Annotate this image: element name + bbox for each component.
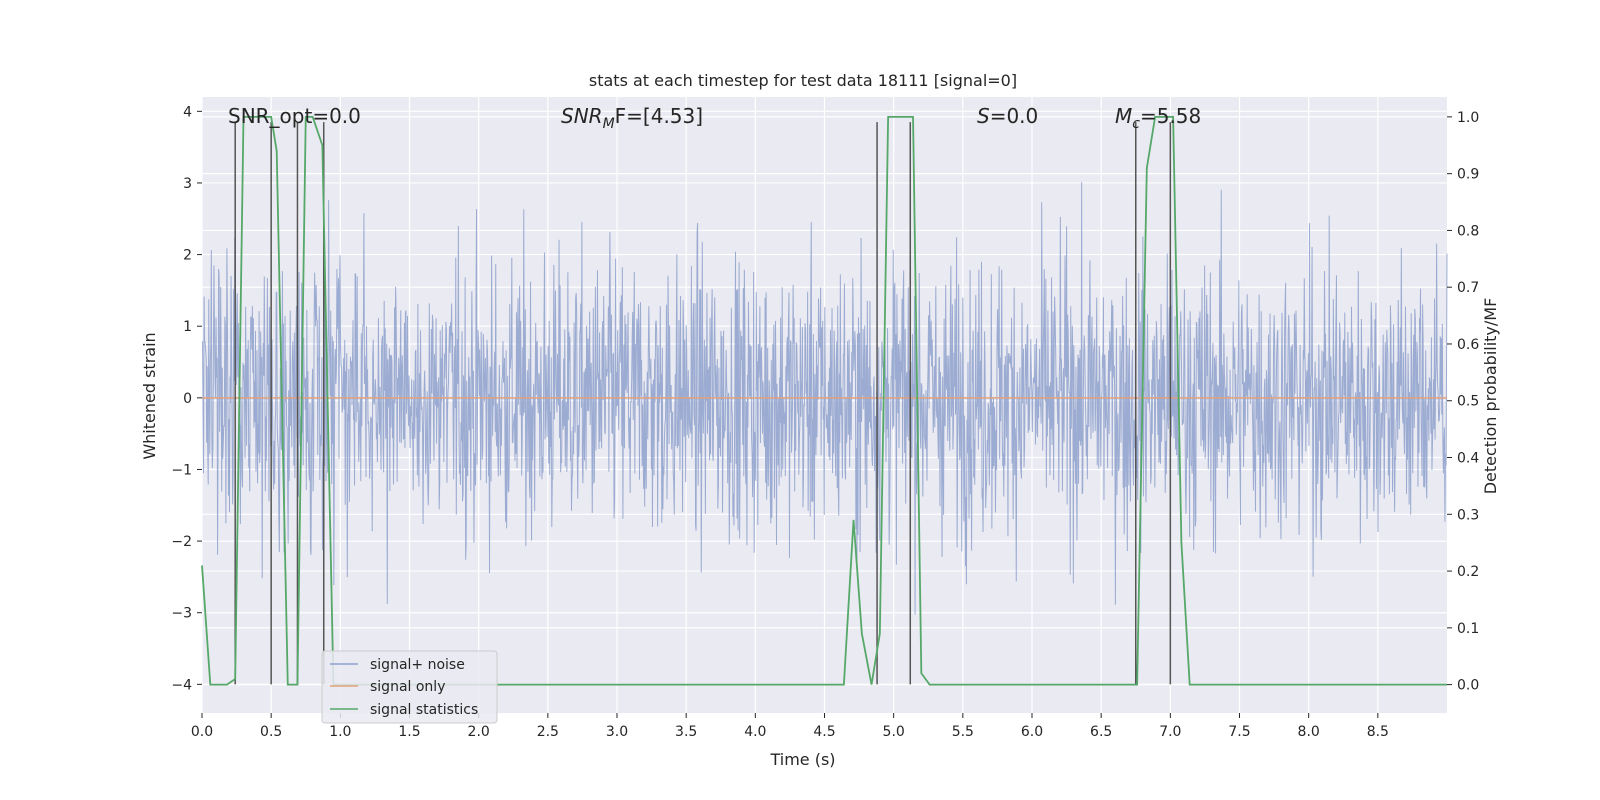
y-right-tick-label: 0.9 — [1457, 167, 1479, 183]
x-tick-label: 6.5 — [1090, 724, 1112, 740]
y-tick-label: −4 — [171, 677, 192, 693]
legend-label-signal-plus-noise: signal+ noise — [370, 657, 465, 673]
y-right-tick-label: 0.4 — [1457, 451, 1479, 467]
y-tick-label: −3 — [171, 606, 192, 622]
y-axis-right-label: Detection probability/MF — [1481, 298, 1500, 495]
annotation-snr-opt: SNR_opt=0.0 — [228, 104, 361, 128]
annotation-mc-main: M — [1115, 104, 1132, 128]
annotation-mc: Mc=5.58 — [1115, 104, 1201, 132]
x-tick-label: 4.5 — [813, 724, 835, 740]
annotation-snr-mf: SNRMF=[4.53] — [561, 104, 703, 132]
y-tick-label: −1 — [171, 462, 192, 478]
annotation-mc-rest: =5.58 — [1140, 104, 1201, 128]
x-tick-label: 1.5 — [398, 724, 420, 740]
x-tick-label: 3.0 — [606, 724, 628, 740]
x-tick-label: 8.5 — [1367, 724, 1389, 740]
y-right-tick-label: 1.0 — [1457, 110, 1479, 126]
y-tick-label: 2 — [183, 248, 192, 264]
y-right-tick-label: 0.0 — [1457, 678, 1479, 694]
statistics-line — [201, 115, 1447, 686]
x-tick-label: 6.0 — [1021, 724, 1043, 740]
annotation-s-rest: =0.0 — [990, 104, 1039, 128]
x-tick-label: 1.0 — [329, 724, 351, 740]
noise-trace — [201, 182, 1448, 615]
y-right-tick-label: 0.2 — [1457, 564, 1479, 580]
y-tick-label: 4 — [183, 104, 192, 120]
chart-title: stats at each timestep for test data 181… — [589, 71, 1017, 90]
x-tick-label: 5.0 — [883, 724, 905, 740]
x-tick-label: 2.0 — [468, 724, 490, 740]
y-tick-label: −2 — [171, 534, 192, 550]
annotation-snr-mf-main: SNR — [561, 104, 603, 128]
y-right-tick-label: 0.7 — [1457, 280, 1479, 296]
x-tick-label: 5.5 — [952, 724, 974, 740]
legend-box — [321, 650, 498, 724]
x-axis-label: Time (s) — [769, 750, 835, 769]
series-signal-statistics — [201, 115, 1447, 686]
tick-labels: 0.0 0.5 1.0 1.5 2.0 2.5 3.0 3.5 4.0 4.5 5.0 5.5 6.0 6… — [171, 104, 1479, 740]
y-tick-label: 3 — [183, 176, 192, 192]
legend: signal+ noise signal only signal statist… — [321, 650, 498, 724]
annotation-s-main: S — [977, 104, 990, 128]
x-tick-label: 8.0 — [1298, 724, 1320, 740]
y-right-tick-label: 0.3 — [1457, 507, 1479, 523]
vertical-markers — [234, 122, 1172, 685]
legend-label-signal-only: signal only — [370, 679, 445, 695]
x-tick-label: 7.0 — [1159, 724, 1181, 740]
annotation-s: S=0.0 — [977, 104, 1038, 128]
series-signal-plus-noise — [201, 182, 1448, 615]
y-right-tick-label: 0.6 — [1457, 337, 1479, 353]
annotation-snr-mf-sub: M — [603, 116, 615, 132]
y-tick-label: 0 — [183, 391, 192, 407]
y-right-tick-label: 0.8 — [1457, 223, 1479, 239]
x-tick-label: 4.0 — [744, 724, 766, 740]
x-tick-label: 7.5 — [1228, 724, 1250, 740]
y-right-tick-label: 0.5 — [1457, 394, 1479, 410]
annotation-mc-sub: c — [1132, 116, 1140, 132]
y-axis-label: Whitened strain — [140, 332, 159, 459]
x-tick-label: 0.0 — [191, 724, 213, 740]
legend-label-signal-statistics: signal statistics — [370, 702, 478, 718]
x-tick-label: 3.5 — [675, 724, 697, 740]
x-tick-label: 2.5 — [537, 724, 559, 740]
y-tick-label: 1 — [183, 319, 192, 335]
annotation-snr-mf-rest: F=[4.53] — [615, 104, 703, 128]
y-right-tick-label: 0.1 — [1457, 621, 1479, 637]
x-tick-label: 0.5 — [260, 724, 282, 740]
